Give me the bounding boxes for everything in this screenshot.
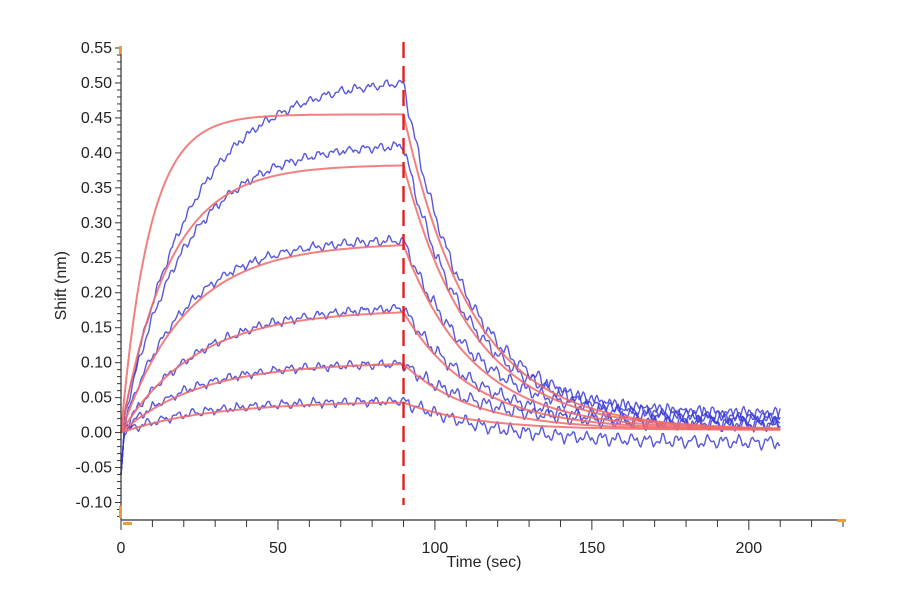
axis-range-handle [119,506,122,518]
ticks-layer: 0.55 0.50 0.45 0.40 0.35 0.30 0.25 0.20 0.15 0.10… [76,40,846,557]
y-tick-label: 0.40 [81,145,112,162]
measured-curve-data-4 [120,303,781,475]
x-tick-label: 50 [269,540,287,557]
fit-curve-fit-1 [120,113,781,433]
y-axis-title: Shift (nm) [53,251,70,320]
x-tick-label: 0 [117,540,126,557]
y-tick-label: 0.25 [81,250,112,267]
x-tick-label: 200 [735,540,762,557]
axis-range-handle [837,519,846,522]
axis-range-handle [123,522,132,525]
axis-range-handle [119,46,122,54]
y-tick-label: 0.30 [81,215,112,232]
fit-curve-fit-3 [120,244,781,433]
series-layer [120,79,781,475]
measured-curve-data-5 [120,359,781,475]
y-tick-label: 0.20 [81,285,112,302]
y-tick-label: -0.05 [76,460,113,477]
x-axis-title: Time (sec) [447,554,522,571]
y-tick-label: 0.00 [81,425,112,442]
x-tick-label: 150 [579,540,606,557]
fit-curve-fit-6 [120,401,781,434]
y-tick-label: 0.55 [81,40,112,57]
y-tick-label: -0.10 [76,495,113,512]
y-tick-label: 0.45 [81,110,112,127]
y-tick-label: 0.50 [81,75,112,92]
measured-curve-data-1 [120,79,781,475]
y-tick-label: 0.10 [81,355,112,372]
y-tick-label: 0.15 [81,320,112,337]
x-tick-label: 100 [422,540,449,557]
y-tick-label: 0.05 [81,390,112,407]
y-tick-label: 0.35 [81,180,112,197]
fit-curve-fit-4 [120,311,781,434]
fit-curve-fit-2 [120,164,781,433]
axes-layer [120,48,843,521]
fit-curve-fit-5 [120,363,781,434]
